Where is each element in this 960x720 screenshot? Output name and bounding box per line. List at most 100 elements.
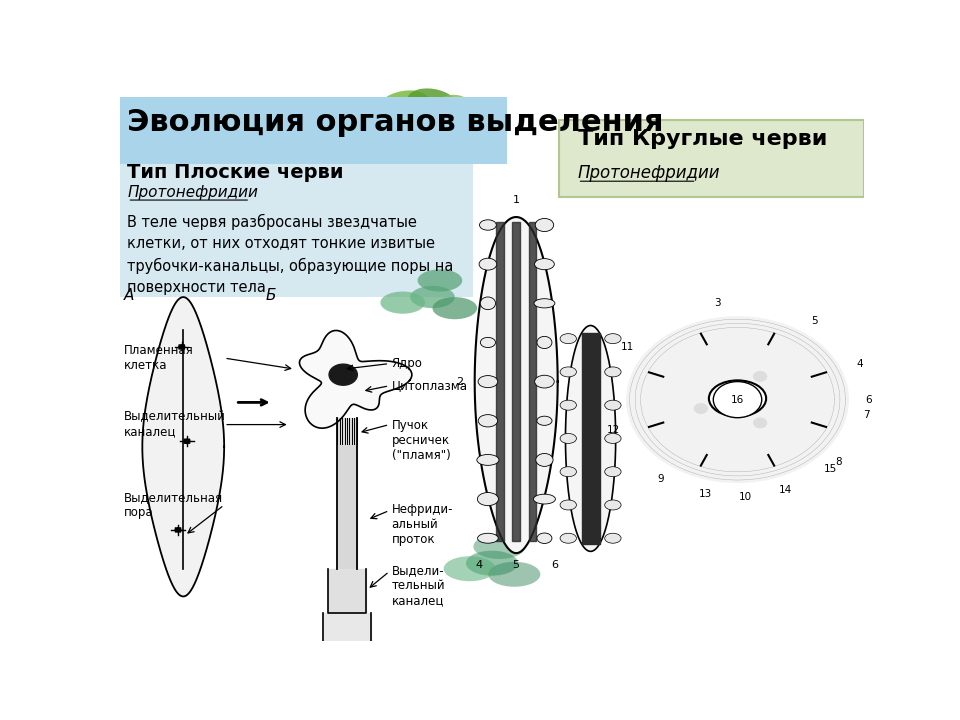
FancyBboxPatch shape — [120, 97, 507, 164]
Text: Протонефридии: Протонефридии — [128, 185, 258, 200]
Text: 12: 12 — [607, 425, 619, 435]
Text: 11: 11 — [620, 342, 634, 352]
Text: 2: 2 — [456, 377, 464, 387]
Ellipse shape — [478, 415, 497, 427]
Ellipse shape — [605, 467, 621, 477]
Ellipse shape — [380, 292, 425, 314]
FancyBboxPatch shape — [559, 120, 864, 197]
Polygon shape — [529, 222, 537, 541]
Polygon shape — [324, 613, 371, 669]
Ellipse shape — [477, 492, 498, 505]
Polygon shape — [565, 325, 615, 552]
Text: 8: 8 — [835, 456, 842, 467]
Ellipse shape — [479, 258, 496, 270]
Text: 5: 5 — [513, 560, 519, 570]
Text: 6: 6 — [865, 395, 872, 405]
Ellipse shape — [410, 286, 455, 308]
Text: В теле червя разбросаны звездчатые
клетки, от них отходят тонкие извитые
трубочк: В теле червя разбросаны звездчатые клетк… — [128, 214, 454, 294]
Ellipse shape — [605, 433, 621, 444]
Text: Протонефридии: Протонефридии — [578, 164, 720, 182]
Text: 6: 6 — [552, 560, 559, 570]
Ellipse shape — [560, 433, 576, 444]
Circle shape — [329, 364, 357, 385]
Ellipse shape — [536, 454, 553, 467]
Polygon shape — [496, 222, 504, 541]
Text: А: А — [124, 289, 134, 303]
Text: 4: 4 — [856, 359, 863, 369]
Text: Ядро: Ядро — [392, 357, 422, 370]
Ellipse shape — [560, 367, 576, 377]
Circle shape — [628, 318, 848, 482]
Circle shape — [179, 345, 184, 349]
Text: Нефриди-
альный
проток: Нефриди- альный проток — [392, 503, 453, 546]
Polygon shape — [327, 569, 367, 613]
Text: 13: 13 — [698, 489, 711, 499]
Text: Эволюция органов выделения: Эволюция органов выделения — [128, 108, 664, 137]
Ellipse shape — [466, 551, 518, 576]
Text: Выдели-
тельный
каналец: Выдели- тельный каналец — [392, 564, 445, 607]
Ellipse shape — [605, 367, 621, 377]
Ellipse shape — [537, 416, 552, 426]
Ellipse shape — [605, 534, 621, 543]
Text: 14: 14 — [780, 485, 792, 495]
Circle shape — [713, 382, 761, 418]
Circle shape — [184, 439, 190, 444]
Text: 15: 15 — [824, 464, 837, 474]
Ellipse shape — [534, 299, 555, 308]
Polygon shape — [300, 330, 412, 428]
Text: Тип Круглые черви: Тип Круглые черви — [578, 129, 827, 149]
FancyBboxPatch shape — [120, 164, 473, 297]
Ellipse shape — [480, 297, 495, 310]
Ellipse shape — [374, 91, 431, 127]
Text: 4: 4 — [476, 560, 483, 570]
Ellipse shape — [560, 500, 576, 510]
Text: Пучок
ресничек
("пламя"): Пучок ресничек ("пламя") — [392, 419, 450, 462]
Ellipse shape — [537, 533, 552, 544]
Text: Выделительная
пора: Выделительная пора — [124, 491, 223, 519]
Ellipse shape — [605, 333, 621, 343]
Ellipse shape — [489, 562, 540, 587]
Ellipse shape — [432, 95, 477, 133]
Ellipse shape — [560, 400, 576, 410]
Text: 10: 10 — [739, 492, 753, 502]
Ellipse shape — [432, 297, 477, 319]
Ellipse shape — [477, 534, 498, 543]
Polygon shape — [513, 222, 520, 541]
Polygon shape — [337, 418, 356, 569]
Text: 9: 9 — [658, 474, 664, 484]
Text: 5: 5 — [811, 315, 818, 325]
Text: Выделительный
каналец: Выделительный каналец — [124, 410, 226, 438]
Circle shape — [754, 418, 767, 428]
Ellipse shape — [560, 333, 576, 343]
Ellipse shape — [560, 467, 576, 477]
Ellipse shape — [478, 376, 497, 387]
Polygon shape — [142, 297, 225, 596]
Text: Пламенная
клетка: Пламенная клетка — [124, 344, 194, 372]
Circle shape — [175, 528, 181, 532]
Text: Цитоплазма: Цитоплазма — [392, 379, 468, 392]
Text: Тип Плоские черви: Тип Плоские черви — [128, 163, 344, 182]
Ellipse shape — [536, 218, 554, 232]
Ellipse shape — [477, 454, 499, 465]
Text: Б: Б — [265, 289, 276, 303]
Ellipse shape — [479, 220, 496, 230]
Text: 16: 16 — [731, 395, 744, 405]
Circle shape — [754, 372, 767, 382]
Polygon shape — [582, 333, 599, 544]
Text: 7: 7 — [864, 410, 870, 420]
Ellipse shape — [473, 534, 525, 559]
Text: 3: 3 — [713, 298, 720, 308]
Ellipse shape — [535, 375, 554, 388]
Ellipse shape — [418, 269, 463, 292]
Polygon shape — [474, 217, 558, 553]
Ellipse shape — [605, 400, 621, 410]
Ellipse shape — [535, 258, 554, 270]
Text: 1: 1 — [513, 195, 519, 205]
Ellipse shape — [364, 101, 412, 139]
Ellipse shape — [534, 494, 556, 504]
Ellipse shape — [407, 89, 458, 117]
Ellipse shape — [480, 338, 495, 348]
Ellipse shape — [708, 380, 766, 416]
Ellipse shape — [537, 336, 552, 348]
Circle shape — [694, 404, 708, 413]
